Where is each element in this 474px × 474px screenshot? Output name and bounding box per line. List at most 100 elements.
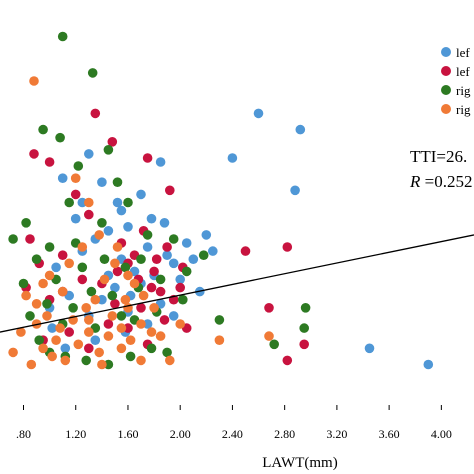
data-point [57,31,68,42]
x-tick-label: .80 [16,427,31,441]
data-point [57,173,68,183]
data-point [84,315,94,325]
data-point [84,197,94,208]
data-point [146,213,157,224]
data-point [162,242,172,252]
data-point [51,335,61,346]
data-point [97,177,107,187]
data-point [90,294,101,305]
legend-marker [441,47,451,57]
data-point [81,303,91,313]
data-point [47,351,57,362]
data-point [165,355,175,366]
data-point [38,343,48,354]
data-point [198,250,209,260]
data-point [60,343,71,354]
data-point [116,343,127,354]
regression-line [0,234,474,333]
data-point [227,153,238,163]
data-point [214,315,225,325]
data-point [123,222,133,232]
data-point [112,197,123,208]
data-point [159,315,170,325]
data-point [155,274,166,285]
data-point [64,258,74,269]
data-point [110,282,120,293]
data-point [165,185,175,196]
x-tick-label: 1.60 [117,427,138,441]
data-point [282,242,293,252]
data-point [299,339,310,350]
data-point [146,343,157,354]
data-point [123,303,133,313]
data-point [116,311,127,321]
data-point [16,327,26,337]
data-point [77,242,88,252]
data-point [120,262,131,273]
data-point [38,278,48,289]
data-point [123,270,133,281]
annotation-tti: TTI=26. [410,147,467,166]
data-point [136,189,146,200]
data-point [123,323,133,333]
data-point [42,311,52,321]
data-point [138,290,149,301]
x-tick-label: 2.00 [170,427,191,441]
legend-label: lef [456,64,470,79]
data-point [129,278,140,289]
x-tick-label: 3.60 [379,427,400,441]
data-point [25,311,35,321]
data-point [34,335,44,346]
data-point [142,319,153,329]
data-point [70,189,81,200]
data-point [21,290,31,301]
data-point [84,327,94,337]
data-point [31,299,42,309]
data-point [136,355,146,366]
data-point [162,347,172,358]
data-point [97,294,107,305]
data-point [136,254,146,264]
data-point [155,331,166,341]
data-point [112,242,123,252]
data-point [107,311,118,321]
data-point [178,294,188,305]
data-point [26,359,37,370]
data-point [51,262,61,273]
data-point [112,266,123,277]
data-point [99,274,110,285]
data-point [240,246,251,256]
data-point [81,355,91,366]
data-point [103,145,114,155]
data-point [94,347,104,358]
data-point [269,339,280,350]
data-point [110,299,120,309]
legend-marker [441,66,451,76]
data-point [97,218,107,228]
data-point [300,303,311,313]
data-point [264,331,274,341]
legend-label: rig [456,102,471,117]
data-point [136,319,146,329]
data-point [107,290,118,301]
data-point [208,246,218,256]
x-axis: .80 1.20 1.60 2.00 2.40 2.80 3.20 3.60 4.00 LAWT(… [16,405,452,471]
data-point [253,108,264,119]
legend-marker [441,104,451,114]
scatter-points [8,31,434,370]
data-point [29,149,39,159]
data-point [57,250,68,260]
data-point [188,254,199,264]
data-point [423,359,434,370]
data-point [90,108,101,119]
data-point [142,153,153,163]
data-point [116,323,127,333]
legend-marker [441,85,451,95]
data-point [8,234,18,244]
data-point [99,254,110,264]
data-point [86,286,97,297]
data-point [168,311,179,321]
data-point [116,205,127,216]
data-point [155,286,166,297]
